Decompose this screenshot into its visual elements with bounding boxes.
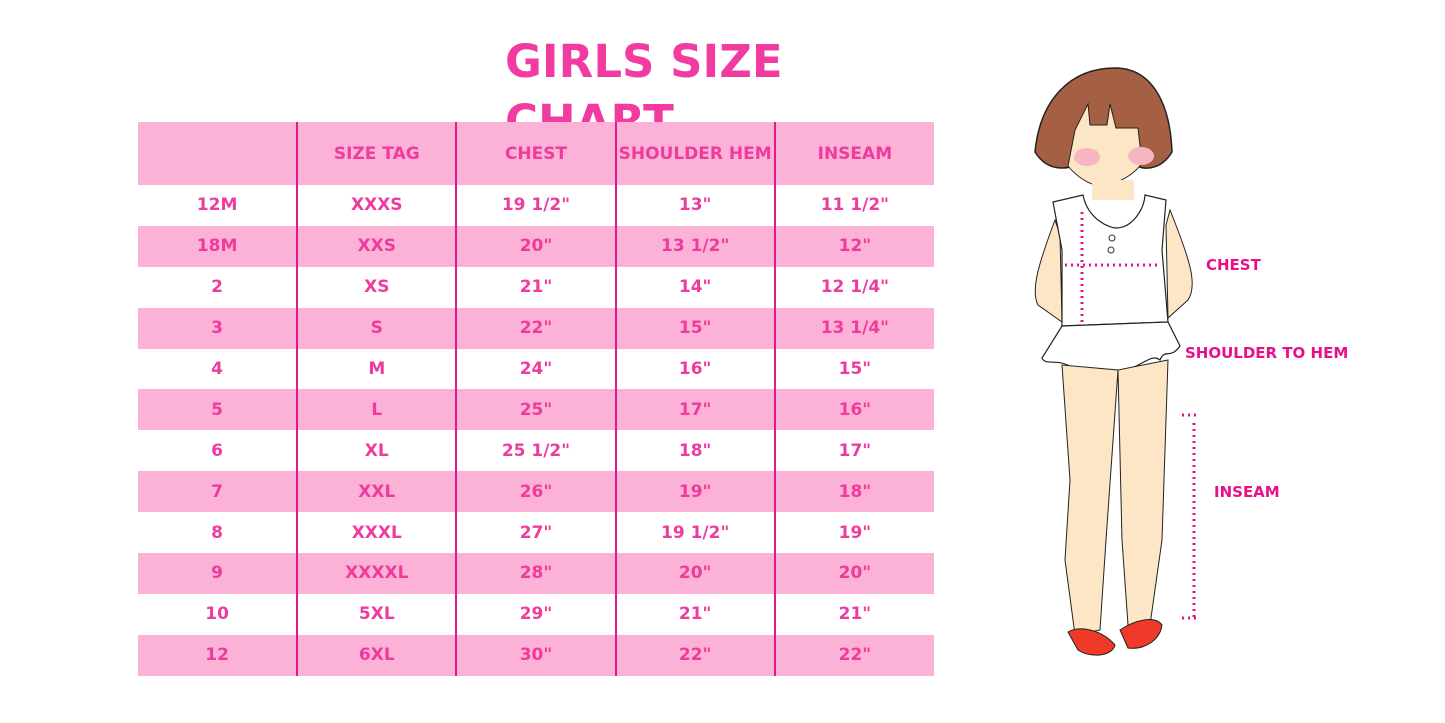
table-cell: 12" <box>773 225 934 267</box>
table-cell: 6 <box>138 430 298 472</box>
column-header: SIZE TAG <box>296 122 457 185</box>
table-cell: 20" <box>773 553 934 594</box>
legs <box>1061 359 1169 636</box>
table-row: 12M XXXS 19 1/2" 13" 11 1/2" <box>138 185 934 226</box>
table-cell: XXXS <box>296 185 457 226</box>
table-row: 4 M 24" 16" 15" <box>138 348 934 390</box>
shirt <box>1052 194 1169 327</box>
table-cell: 17" <box>773 430 934 472</box>
table-cell: 20" <box>455 225 616 267</box>
chest-label: CHEST <box>1206 256 1261 274</box>
table-row: 5 L 25" 17" 16" <box>138 389 934 431</box>
table-cell: 25 1/2" <box>455 430 616 472</box>
table-cell: 14" <box>614 266 775 308</box>
table-cell: 7 <box>138 471 298 513</box>
red-shoes <box>1067 619 1163 656</box>
table-cell: 15" <box>773 348 934 390</box>
table-cell: 8 <box>138 512 298 554</box>
table-cell: 16" <box>614 348 775 390</box>
table-cell: 16" <box>773 389 934 431</box>
table-cell: 11 1/2" <box>773 185 934 226</box>
table-row: 8 XXXL 27" 19 1/2" 19" <box>138 512 934 554</box>
table-row: 9 XXXXL 28" 20" 20" <box>138 553 934 594</box>
table-cell: 13 1/2" <box>614 225 775 267</box>
table-row: 12 6XL 30" 22" 22" <box>138 634 934 676</box>
column-header <box>138 122 298 185</box>
table-cell: 18M <box>138 225 298 267</box>
table-cell: 12 <box>138 634 298 676</box>
table-cell: XS <box>296 266 457 308</box>
table-header-row: SIZE TAG CHEST SHOULDER HEM INSEAM <box>138 122 934 185</box>
table-cell: XL <box>296 430 457 472</box>
table-row: 2 XS 21" 14" 12 1/4" <box>138 266 934 308</box>
table-cell: 30" <box>455 634 616 676</box>
table-cell: 21" <box>455 266 616 308</box>
column-header: SHOULDER HEM <box>614 122 775 185</box>
table-cell: 9 <box>138 553 298 594</box>
table-cell: 2 <box>138 266 298 308</box>
table-cell: 13 1/4" <box>773 307 934 349</box>
table-cell: 3 <box>138 307 298 349</box>
table-cell: 22" <box>614 634 775 676</box>
table-cell: 21" <box>614 593 775 635</box>
table-cell: XXXL <box>296 512 457 554</box>
column-header: CHEST <box>455 122 616 185</box>
table-cell: 29" <box>455 593 616 635</box>
table-cell: XXS <box>296 225 457 267</box>
table-cell: XXL <box>296 471 457 513</box>
column-header: INSEAM <box>773 122 934 185</box>
table-cell: 6XL <box>296 634 457 676</box>
table-cell: 20" <box>614 553 775 594</box>
inseam-label: INSEAM <box>1214 483 1280 501</box>
table-cell: 19 1/2" <box>455 185 616 226</box>
arms <box>1034 208 1193 323</box>
page-title: GIRLS SIZE CHART <box>505 35 783 148</box>
table-cell: 25" <box>455 389 616 431</box>
table-cell: 12M <box>138 185 298 226</box>
table-cell: 15" <box>614 307 775 349</box>
table-cell: 4 <box>138 348 298 390</box>
table-cell: 19 1/2" <box>614 512 775 554</box>
table-cell: 22" <box>455 307 616 349</box>
size-table: SIZE TAG CHEST SHOULDER HEM INSEAM 12M XXXS 1… <box>138 122 934 676</box>
table-cell: 18" <box>614 430 775 472</box>
table-cell: 17" <box>614 389 775 431</box>
table-cell: S <box>296 307 457 349</box>
table-cell: 12 1/4" <box>773 266 934 308</box>
table-row: 10 5XL 29" 21" 21" <box>138 593 934 635</box>
table-cell: 13" <box>614 185 775 226</box>
table-cell: 10 <box>138 593 298 635</box>
table-cell: 27" <box>455 512 616 554</box>
table-row: 6 XL 25 1/2" 18" 17" <box>138 430 934 472</box>
table-cell: 5XL <box>296 593 457 635</box>
shoulder-to-hem-label: SHOULDER TO HEM <box>1185 344 1349 362</box>
table-cell: 22" <box>773 634 934 676</box>
table-cell: 21" <box>773 593 934 635</box>
table-cell: 18" <box>773 471 934 513</box>
table-row: 3 S 22" 15" 13 1/4" <box>138 307 934 349</box>
table-cell: 19" <box>773 512 934 554</box>
table-cell: M <box>296 348 457 390</box>
table-cell: 19" <box>614 471 775 513</box>
table-cell: 26" <box>455 471 616 513</box>
table-cell: 24" <box>455 348 616 390</box>
table-row: 18M XXS 20" 13 1/2" 12" <box>138 225 934 267</box>
table-row: 7 XXL 26" 19" 18" <box>138 471 934 513</box>
table-cell: XXXXL <box>296 553 457 594</box>
girl-measurement-illustration <box>1034 67 1200 656</box>
table-cell: 28" <box>455 553 616 594</box>
table-cell: L <box>296 389 457 431</box>
table-cell: 5 <box>138 389 298 431</box>
